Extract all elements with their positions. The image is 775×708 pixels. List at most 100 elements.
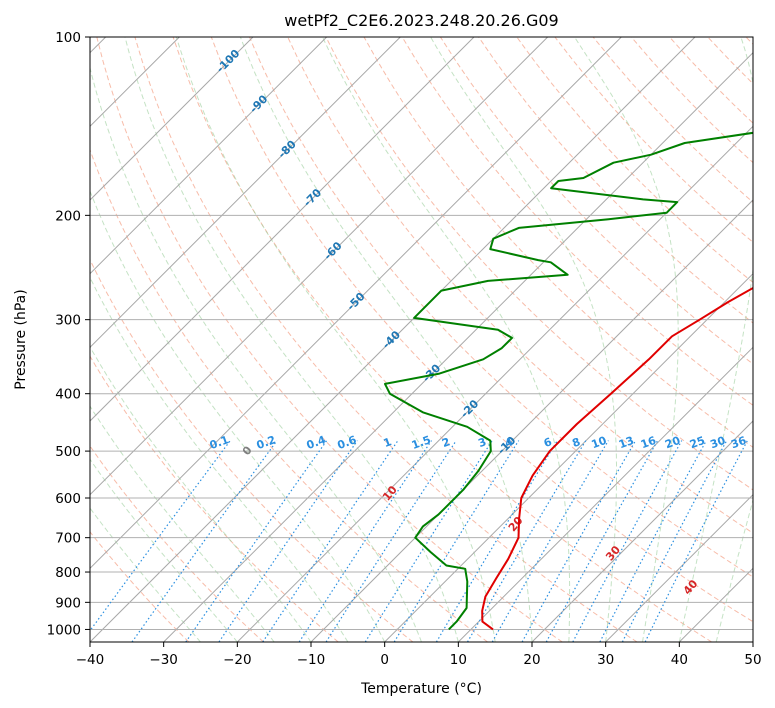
mixing-ratio-label: 30 <box>708 434 727 452</box>
isotherm-line <box>605 493 753 642</box>
moist-adiabat-line <box>239 37 533 642</box>
mixing-ratio-line <box>491 440 609 642</box>
mixing-ratio-label: 1.5 <box>410 433 433 452</box>
x-tick-label: −10 <box>297 652 326 668</box>
mixing-ratio-label: 10 <box>590 434 609 452</box>
y-tick-label: 900 <box>55 595 81 611</box>
y-tick-label: 500 <box>55 444 81 460</box>
moist-adiabat-line <box>574 37 679 642</box>
mixing-ratio-line <box>298 440 432 642</box>
mixing-ratio-label: 0.1 <box>208 433 231 452</box>
mixing-ratio-line <box>644 440 748 642</box>
plot-frame <box>89 36 754 643</box>
isotherm-line <box>384 272 753 642</box>
dry-adiabat-line <box>745 37 753 45</box>
y-tick-label: 400 <box>55 387 81 403</box>
y-tick-label: 600 <box>55 491 81 507</box>
moist-adiabat-line <box>90 458 238 642</box>
moist-adiabat-line <box>90 65 422 642</box>
mixing-ratio-label: 2 <box>440 435 452 450</box>
dry-adiabat-line <box>249 37 753 578</box>
mixing-ratio-line <box>262 440 399 642</box>
mixing-ratio-line <box>435 440 558 642</box>
dry-adiabat-line <box>287 37 753 534</box>
mixing-ratio-label: 8 <box>570 435 582 450</box>
isotherm-line <box>90 37 328 275</box>
moist-adiabat-label: 0 <box>240 443 255 457</box>
y-tick-label: 700 <box>55 531 81 547</box>
moist-adiabat-line <box>678 37 753 642</box>
dry-adiabat-line <box>90 148 488 642</box>
mixing-ratio-label: 0.4 <box>305 433 328 452</box>
moist-adiabat-line <box>90 507 201 642</box>
x-tick-label: 20 <box>523 652 540 668</box>
mixing-ratio-label: 25 <box>688 434 707 451</box>
x-tick-label: 30 <box>597 652 614 668</box>
dry-adiabat-line <box>401 37 753 406</box>
y-tick-label: 1000 <box>47 622 81 638</box>
moist-adiabat-line <box>715 498 753 642</box>
background-lines <box>90 37 753 642</box>
mixing-ratio-line <box>545 440 659 642</box>
isotherm-line <box>90 37 622 570</box>
mixing-ratio-label: 4 <box>503 435 515 450</box>
isotherm-line <box>678 567 753 642</box>
moist-adiabat-line <box>90 276 349 642</box>
dry-adiabat-line <box>96 37 563 642</box>
mixing-ratio-line <box>185 440 328 642</box>
mixing-ratio-line <box>621 440 728 642</box>
dewpoint-profile <box>384 131 753 631</box>
moist-adiabat-line <box>90 189 386 642</box>
chart-title: wetPf2_C2E6.2023.248.20.26.G09 <box>284 11 558 31</box>
dry-adiabat-line <box>439 37 753 365</box>
dry-adiabat-line <box>325 37 753 491</box>
dry-adiabat-line <box>707 37 753 85</box>
dry-adiabat-line <box>554 37 753 243</box>
dry-adiabat-line <box>90 355 339 642</box>
moist-adiabat-line <box>322 37 571 642</box>
x-tick-label: 0 <box>380 652 389 668</box>
mixing-ratio-label: 1 <box>382 435 394 450</box>
moist-adiabat-label: 10 <box>380 483 400 503</box>
mixing-ratio-label: 20 <box>663 434 682 452</box>
moist-adiabat-line <box>90 345 312 642</box>
profile-lines <box>384 131 753 631</box>
mixing-ratio-label: 16 <box>639 434 658 452</box>
x-axis-label: Temperature (°C) <box>360 681 482 697</box>
mixing-ratio-line <box>325 440 457 642</box>
y-axis-label: Pressure (hPa) <box>13 289 29 389</box>
moist-adiabat-label: 40 <box>681 577 701 597</box>
y-tick-label: 300 <box>55 313 81 329</box>
y-tick-label: 800 <box>55 565 81 581</box>
mixing-ratio-line <box>218 440 358 642</box>
x-axis: −40 −30 −20 −10 0 10 20 30 40 50 <box>76 642 762 668</box>
y-tick-label: 200 <box>55 208 81 224</box>
mixing-ratio-line <box>131 440 278 642</box>
moist-adiabat-line <box>175 37 496 642</box>
isotherm-line <box>90 37 254 201</box>
isotherm-line <box>752 641 753 642</box>
dry-adiabat-line <box>90 445 264 642</box>
dry-adiabat-line <box>90 258 414 642</box>
mixing-ratio-line <box>90 440 231 632</box>
x-tick-label: 10 <box>450 652 467 668</box>
moist-adiabat-line <box>90 405 275 642</box>
mixing-ratio-label: 3 <box>476 435 488 450</box>
isotherm-line <box>90 37 475 422</box>
mixing-ratio-label: 6 <box>542 435 554 450</box>
isotherm-line <box>163 51 753 642</box>
dry-adiabat-line <box>478 37 753 324</box>
isotherm-line <box>90 37 401 349</box>
x-tick-label: −40 <box>76 652 105 668</box>
mixing-ratio-line <box>521 440 637 642</box>
dry-adiabat-line <box>669 37 753 124</box>
moist-adiabat-label: 30 <box>603 543 623 563</box>
dry-adiabat-line <box>134 37 638 642</box>
isotherm-line <box>310 199 753 642</box>
x-tick-label: −20 <box>223 652 252 668</box>
y-tick-label: 100 <box>55 30 81 46</box>
moist-adiabat-line <box>124 37 459 642</box>
mixing-ratio-label: 0.6 <box>336 433 359 452</box>
mixing-ratio-label: 0.2 <box>255 433 278 452</box>
dry-adiabat-line <box>516 37 753 284</box>
